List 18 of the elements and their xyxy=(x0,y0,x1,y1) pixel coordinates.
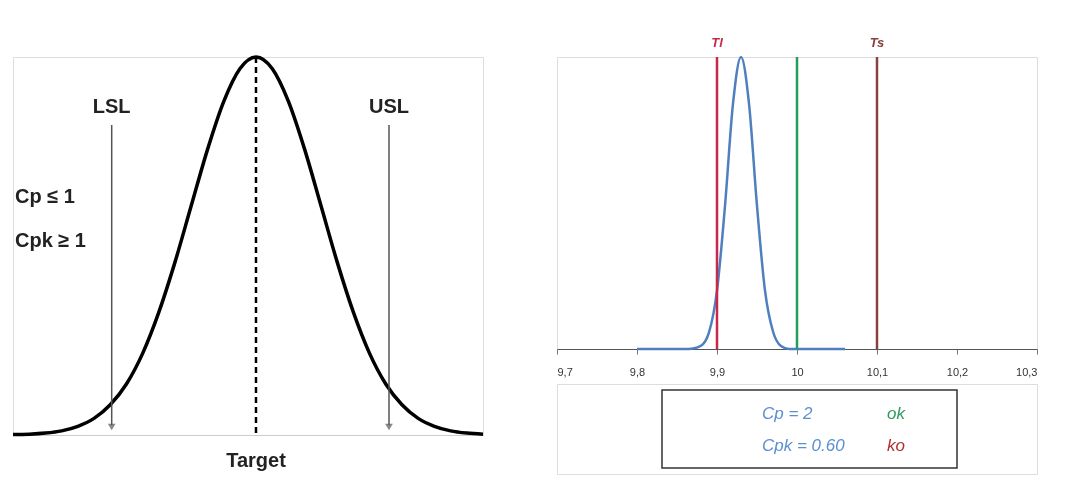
x-tick-label: 10 xyxy=(791,365,804,378)
x-tick-label: 10,3 xyxy=(1016,365,1038,378)
text: ko xyxy=(887,436,905,455)
text: Cpk = 0.60 xyxy=(762,436,846,455)
annotation: LSL xyxy=(92,95,131,117)
ref-line-label: Tl xyxy=(711,35,724,50)
x-tick-label: 10,1 xyxy=(866,365,889,378)
annotation: USL xyxy=(369,95,409,117)
x-tick-label: 9,8 xyxy=(629,365,646,378)
text: ok xyxy=(887,404,907,423)
x-tick-label: 9,7 xyxy=(557,365,573,378)
annotation: Cp ≤ 1 xyxy=(15,185,75,207)
text: Target xyxy=(226,449,287,471)
annotation: Cpk ≥ 1 xyxy=(15,229,86,251)
x-tick-label: 9,9 xyxy=(709,365,726,378)
ref-line-label: Ts xyxy=(869,35,885,50)
x-tick-label: 10,2 xyxy=(946,365,969,378)
text: Cp = 2 xyxy=(762,404,814,423)
